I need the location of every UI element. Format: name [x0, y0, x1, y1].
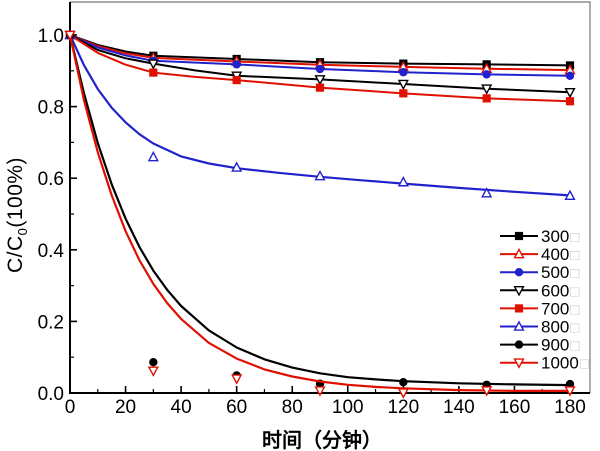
- fit-curve-600: [69, 34, 571, 94]
- series-700: [65, 30, 575, 106]
- x-tick-label: 40: [171, 397, 192, 418]
- y-axis-label-prefix: C/C: [3, 235, 27, 274]
- legend-item-800: 800□: [500, 318, 579, 337]
- x-tick-label: 140: [443, 397, 475, 418]
- legend-marker-400: [513, 248, 525, 259]
- series-800: [64, 28, 576, 201]
- fit-curve-800: [68, 33, 572, 197]
- y-axis-label: C/C0(100%): [4, 157, 30, 273]
- legend-item-1000: 1000□: [500, 354, 589, 373]
- data-point-500: [232, 60, 241, 69]
- legend-marker-500: [514, 268, 524, 277]
- legend-item-700: 700□: [500, 299, 579, 318]
- legend-label-900: 900□: [541, 336, 579, 355]
- data-point-800: [397, 176, 409, 187]
- data-point-900: [149, 358, 158, 367]
- data-point-800: [481, 187, 493, 198]
- data-point-700: [565, 97, 575, 106]
- legend-label-1000: 1000□: [541, 354, 589, 373]
- x-axis: 0 20 40 60 80 100 120 140 160 180: [65, 386, 586, 418]
- data-point-800: [231, 161, 243, 172]
- x-tick-label: 180: [554, 397, 586, 418]
- x-tick-label: 160: [499, 397, 531, 418]
- x-tick-label: 60: [226, 397, 247, 418]
- y-tick-label: 1.0: [38, 26, 64, 47]
- legend-item-300: 300□: [500, 227, 579, 246]
- legend-marker-700: [514, 304, 524, 313]
- data-point-600: [564, 87, 576, 99]
- data-point-900: [399, 378, 408, 387]
- data-point-800: [314, 169, 326, 181]
- legend-marker-900: [514, 340, 524, 349]
- legend-marker-300: [514, 231, 524, 241]
- data-point-600: [481, 84, 493, 95]
- series-group: [64, 28, 576, 399]
- x-tick-label: 20: [115, 397, 136, 418]
- legend-item-900: 900□: [500, 336, 579, 355]
- data-point-1000: [64, 30, 76, 42]
- legend-item-500: 500□: [500, 263, 579, 282]
- y-tick-label: 0.8: [38, 98, 64, 119]
- y-axis: 0.0 0.2 0.4 0.6 0.8 1.0: [38, 26, 77, 405]
- data-point-600: [147, 59, 159, 70]
- fit-curve-900: [68, 33, 572, 387]
- data-point-600: [314, 75, 326, 86]
- legend-marker-800: [513, 320, 525, 331]
- data-point-1000: [314, 386, 326, 397]
- data-point-500: [399, 68, 408, 77]
- legend-label-600: 600□: [541, 281, 579, 300]
- legend-item-600: 600□: [500, 281, 579, 300]
- legend-label-800: 800□: [541, 318, 579, 337]
- data-point-1000: [564, 386, 576, 397]
- x-tick-label: 120: [387, 397, 419, 418]
- x-tick-label: 0: [65, 397, 76, 418]
- y-tick-label: 0.0: [38, 384, 64, 405]
- data-point-600: [397, 79, 409, 91]
- legend-label-400: 400□: [541, 245, 579, 264]
- data-point-1000: [481, 386, 493, 397]
- data-point-700: [315, 83, 325, 92]
- y-axis-label-suffix: (100%): [3, 156, 27, 228]
- legend-marker-1000: [513, 358, 525, 369]
- data-point-500: [482, 70, 491, 79]
- legend: 300□400□500□600□700□800□900□1000□: [500, 227, 589, 373]
- fit-curve-700: [69, 34, 571, 103]
- data-point-800: [564, 189, 576, 201]
- x-axis-label: 时间（分钟）: [262, 430, 382, 451]
- data-point-800: [147, 150, 159, 162]
- data-point-700: [399, 89, 408, 98]
- legend-label-700: 700□: [541, 299, 579, 318]
- data-point-700: [232, 76, 241, 85]
- legend-marker-600: [513, 286, 525, 297]
- data-point-500: [565, 71, 575, 81]
- x-tick-label: 100: [332, 397, 364, 418]
- legend-label-500: 500□: [541, 263, 579, 282]
- fit-curve-1000: [68, 33, 572, 392]
- y-tick-label: 0.4: [38, 241, 65, 262]
- data-point-1000: [147, 366, 159, 377]
- data-point-1000: [397, 388, 409, 399]
- legend-label-300: 300□: [541, 227, 579, 246]
- y-tick-label: 0.6: [38, 169, 64, 190]
- legend-item-400: 400□: [500, 245, 579, 264]
- x-tick-label: 80: [282, 397, 303, 418]
- series-1000: [64, 30, 576, 399]
- data-point-700: [482, 94, 491, 103]
- data-point-1000: [231, 374, 243, 385]
- y-axis-label-subscript: 0: [15, 227, 31, 236]
- data-point-700: [149, 68, 158, 77]
- plot-box-top-right: [70, 1, 591, 393]
- y-tick-label: 0.2: [38, 312, 64, 333]
- data-point-500: [315, 64, 325, 74]
